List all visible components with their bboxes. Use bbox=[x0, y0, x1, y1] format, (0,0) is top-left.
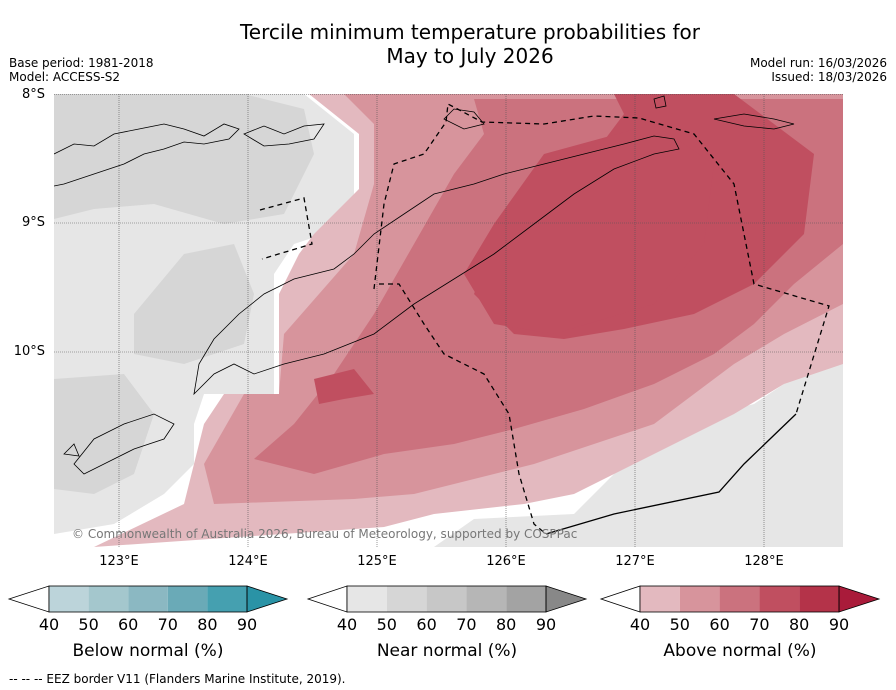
colorbar-tick-label: 80 bbox=[789, 615, 810, 634]
colorbar-label-below: Below normal (%) bbox=[72, 641, 224, 661]
lon-label-123e: 123°E bbox=[99, 554, 139, 569]
colorbar-extend-high bbox=[838, 585, 881, 613]
colorbar-tick-label: 90 bbox=[535, 615, 557, 634]
colorbar-tick-label: 90 bbox=[828, 615, 850, 634]
colorbar-outline bbox=[639, 585, 840, 613]
colorbar-tick-label: 60 bbox=[416, 615, 437, 634]
eez-legend-note: -- -- -- EEZ border V11 (Flanders Marine… bbox=[9, 672, 346, 686]
colorbar-segment bbox=[207, 586, 247, 612]
colorbar-tick-label: 50 bbox=[669, 615, 690, 634]
colorbar-tick-label: 40 bbox=[629, 615, 651, 634]
colorbars bbox=[7, 585, 881, 613]
map-grid bbox=[54, 94, 843, 547]
lon-label-125e: 125°E bbox=[357, 554, 397, 569]
colorbar-tick-label: 70 bbox=[749, 615, 770, 634]
colorbar-segment bbox=[167, 586, 208, 612]
colorbar-segment bbox=[640, 586, 680, 612]
colorbar-extend-low bbox=[7, 585, 50, 613]
colorbar-segment bbox=[799, 586, 839, 612]
title-line-2: May to July 2026 bbox=[386, 44, 554, 68]
model-run: Model run: 16/03/2026 bbox=[749, 56, 887, 70]
colorbar-above-normal bbox=[599, 585, 881, 613]
colorbar-tick-label: 60 bbox=[118, 615, 139, 634]
lon-label-126e: 126°E bbox=[486, 554, 526, 569]
colorbar-extend-high bbox=[545, 585, 588, 613]
eez-solid-border bbox=[545, 413, 797, 535]
colorbar-tick-label: 50 bbox=[376, 615, 397, 634]
colorbar-segment bbox=[506, 586, 546, 612]
colorbar-tick-label: 50 bbox=[78, 615, 99, 634]
colorbar-segment bbox=[386, 586, 427, 612]
lat-label-8s: 8°S bbox=[21, 87, 45, 102]
colorbar-near-normal bbox=[306, 585, 588, 613]
colorbar-tick-label: 70 bbox=[456, 615, 477, 634]
lon-label-127e: 127°E bbox=[615, 554, 655, 569]
colorbar-tick-label: 40 bbox=[38, 615, 60, 634]
colorbar-tick-label: 80 bbox=[197, 615, 218, 634]
colorbar-segment bbox=[347, 586, 387, 612]
colorbar-segment bbox=[759, 586, 800, 612]
coastlines bbox=[54, 95, 795, 475]
colorbar-segment bbox=[679, 586, 720, 612]
colorbar-segment bbox=[128, 586, 168, 612]
probability-map bbox=[54, 94, 843, 547]
title-line-1: Tercile minimum temperature probabilitie… bbox=[239, 20, 701, 44]
lon-label-124e: 124°E bbox=[228, 554, 268, 569]
colorbar-label-above: Above normal (%) bbox=[663, 641, 817, 661]
above-normal-region bbox=[94, 94, 843, 547]
colorbar-tick-label: 90 bbox=[236, 615, 258, 634]
colorbar-segment bbox=[466, 586, 507, 612]
issued-date: Issued: 18/03/2026 bbox=[771, 70, 887, 84]
meta-left: Base period: 1981-2018 Model: ACCESS-S2 bbox=[9, 56, 154, 84]
lon-label-128e: 128°E bbox=[744, 554, 784, 569]
meta-right: Model run: 16/03/2026 Issued: 18/03/2026 bbox=[750, 56, 887, 84]
base-period: Base period: 1981-2018 bbox=[9, 56, 154, 70]
colorbar-extend-high bbox=[246, 585, 289, 613]
colorbar-extend-low bbox=[306, 585, 348, 613]
colorbar-segment bbox=[49, 586, 89, 612]
colorbar-below-normal bbox=[7, 585, 289, 613]
colorbar-segment bbox=[426, 586, 467, 612]
colorbar-tick-label: 70 bbox=[157, 615, 178, 634]
eez-borders bbox=[259, 102, 830, 535]
lat-label-9s: 9°S bbox=[21, 215, 45, 230]
colorbar-tick-label: 80 bbox=[496, 615, 517, 634]
colorbar-outline bbox=[346, 585, 547, 613]
colorbar-outline bbox=[48, 585, 248, 613]
lat-label-10s: 10°S bbox=[13, 344, 45, 359]
colorbar-segment bbox=[88, 586, 129, 612]
copyright-notice: © Commonwealth of Australia 2026, Bureau… bbox=[72, 527, 578, 541]
model-name: Model: ACCESS-S2 bbox=[9, 70, 121, 84]
colorbar-segment bbox=[719, 586, 760, 612]
colorbar-tick-label: 40 bbox=[336, 615, 358, 634]
colorbar-extend-low bbox=[599, 585, 641, 613]
colorbar-label-near: Near normal (%) bbox=[376, 641, 518, 661]
colorbar-tick-label: 60 bbox=[709, 615, 730, 634]
map-title: Tercile minimum temperature probabilitie… bbox=[0, 20, 896, 68]
